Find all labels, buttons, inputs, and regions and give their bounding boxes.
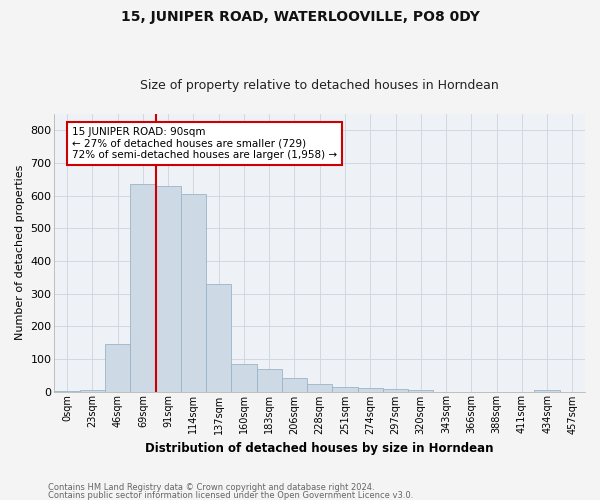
- Bar: [282, 378, 307, 392]
- Bar: [130, 184, 155, 392]
- Bar: [105, 344, 130, 392]
- Y-axis label: Number of detached properties: Number of detached properties: [15, 165, 25, 340]
- Bar: [181, 194, 206, 392]
- Title: Size of property relative to detached houses in Horndean: Size of property relative to detached ho…: [140, 79, 499, 92]
- Text: 15, JUNIPER ROAD, WATERLOOVILLE, PO8 0DY: 15, JUNIPER ROAD, WATERLOOVILLE, PO8 0DY: [121, 10, 479, 24]
- Bar: [383, 389, 408, 392]
- Bar: [257, 368, 282, 392]
- Bar: [232, 364, 257, 392]
- Text: Contains public sector information licensed under the Open Government Licence v3: Contains public sector information licen…: [48, 491, 413, 500]
- Bar: [80, 390, 105, 392]
- Text: Contains HM Land Registry data © Crown copyright and database right 2024.: Contains HM Land Registry data © Crown c…: [48, 484, 374, 492]
- Text: 15 JUNIPER ROAD: 90sqm
← 27% of detached houses are smaller (729)
72% of semi-de: 15 JUNIPER ROAD: 90sqm ← 27% of detached…: [72, 127, 337, 160]
- Bar: [55, 391, 80, 392]
- Bar: [307, 384, 332, 392]
- X-axis label: Distribution of detached houses by size in Horndean: Distribution of detached houses by size …: [145, 442, 494, 455]
- Bar: [358, 388, 383, 392]
- Bar: [535, 390, 560, 392]
- Bar: [206, 284, 232, 392]
- Bar: [408, 390, 433, 392]
- Bar: [155, 186, 181, 392]
- Bar: [332, 386, 358, 392]
